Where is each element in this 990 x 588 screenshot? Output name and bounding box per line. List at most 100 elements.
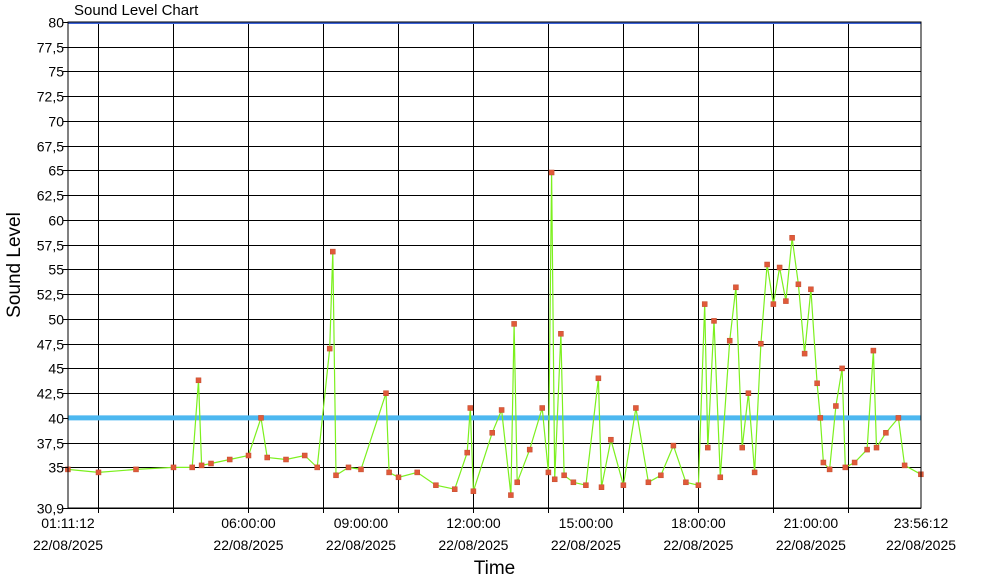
data-point: [545, 469, 552, 476]
data-point: [833, 403, 839, 409]
data-point: [817, 415, 824, 421]
data-point: [558, 331, 564, 337]
data-point: [711, 318, 717, 324]
data-point: [511, 321, 517, 327]
x-tick-time: 09:00:00: [334, 515, 389, 531]
y-tick-label: 77,5: [37, 40, 64, 56]
data-point: [770, 301, 777, 307]
y-tick-label: 80: [48, 15, 64, 31]
x-tick-time: 23:56:12: [894, 515, 949, 531]
data-point: [283, 456, 289, 463]
data-point: [670, 442, 677, 449]
data-point: [633, 405, 639, 411]
plot-area: [67, 21, 922, 509]
y-tick-label: 40: [48, 411, 64, 427]
data-point: [851, 459, 858, 466]
y-axis: 80 77,5 75 72,5 70 67,5 65 62,5 60 57,5 55 52,5 50 47…: [37, 15, 68, 517]
x-tick-date: 22/08/2025: [213, 537, 283, 553]
x-tick-date: 22/08/2025: [33, 537, 103, 553]
y-tick-label: 30,9: [37, 501, 64, 517]
data-point: [801, 350, 808, 357]
data-point: [739, 444, 745, 451]
data-point: [783, 298, 789, 304]
data-point: [658, 472, 664, 479]
data-point: [895, 415, 902, 421]
data-point: [498, 407, 505, 413]
y-tick-label: 75: [48, 64, 64, 80]
data-point: [758, 340, 764, 347]
y-tick-label: 35: [48, 460, 64, 476]
data-point: [539, 405, 545, 411]
data-point: [451, 486, 458, 492]
x-tick-date: 22/08/2025: [551, 537, 621, 553]
data-point: [645, 479, 652, 486]
data-point: [717, 474, 724, 481]
data-point: [583, 482, 589, 488]
x-tick-date: 22/08/2025: [776, 537, 846, 553]
data-point: [595, 375, 602, 382]
data-point: [814, 380, 820, 387]
x-tick-date: 22/08/2025: [663, 537, 733, 553]
data-point: [208, 460, 214, 467]
data-point: [333, 472, 339, 479]
data-point: [733, 284, 739, 291]
data-point: [245, 452, 252, 459]
x-tick-time: 15:00:00: [559, 515, 614, 531]
data-point: [826, 466, 833, 473]
data-point: [526, 446, 533, 453]
y-tick-label: 57,5: [37, 238, 64, 254]
data-point: [745, 390, 752, 396]
data-point: [570, 479, 577, 486]
y-tick-label: 45: [48, 361, 64, 377]
data-point: [395, 474, 402, 481]
data-point: [683, 479, 689, 486]
x-axis-label: Time: [474, 558, 516, 579]
data-point: [514, 479, 520, 486]
data-point: [170, 464, 177, 471]
data-point: [873, 444, 880, 451]
data-point: [314, 464, 320, 471]
y-tick-label: 60: [48, 213, 64, 229]
y-tick-label: 72,5: [37, 89, 64, 105]
data-point: [842, 464, 849, 471]
data-point: [608, 436, 614, 443]
data-point: [301, 452, 308, 459]
data-point: [508, 492, 514, 498]
data-point: [864, 446, 870, 453]
y-axis-label: Sound Level: [4, 212, 25, 318]
chart-title: Sound Level Chart: [74, 2, 199, 19]
data-point: [358, 466, 364, 473]
data-point: [464, 449, 470, 456]
y-tick-label: 50: [48, 312, 64, 328]
data-point: [133, 466, 139, 473]
data-point: [551, 476, 558, 483]
data-point: [414, 469, 420, 476]
x-axis: 01:11:12 22/08/2025 06:00:00 22/08/2025 09:0…: [33, 508, 956, 553]
y-tick-label: 42,5: [37, 386, 64, 402]
data-point: [326, 345, 333, 352]
x-tick-date: 22/08/2025: [886, 537, 956, 553]
y-tick-label: 62,5: [37, 188, 64, 204]
y-tick-label: 65: [48, 163, 64, 179]
x-tick-time: 06:00:00: [221, 515, 276, 531]
series-line: [67, 172, 922, 496]
data-point: [258, 415, 264, 421]
data-point: [489, 430, 495, 436]
x-tick-date: 22/08/2025: [438, 537, 508, 553]
data-point: [195, 377, 202, 384]
data-point: [433, 482, 439, 488]
data-point: [383, 390, 389, 396]
x-tick-time: 01:11:12: [41, 515, 95, 531]
data-point: [470, 488, 477, 494]
y-tick-label: 55: [48, 262, 64, 278]
data-point: [883, 430, 889, 436]
data-point: [705, 444, 711, 451]
data-point: [548, 169, 555, 176]
data-point: [776, 264, 783, 271]
data-point: [226, 456, 233, 463]
data-point: [467, 405, 474, 411]
y-tick-label: 70: [48, 114, 64, 130]
data-point: [386, 469, 392, 476]
data-point: [695, 482, 702, 488]
